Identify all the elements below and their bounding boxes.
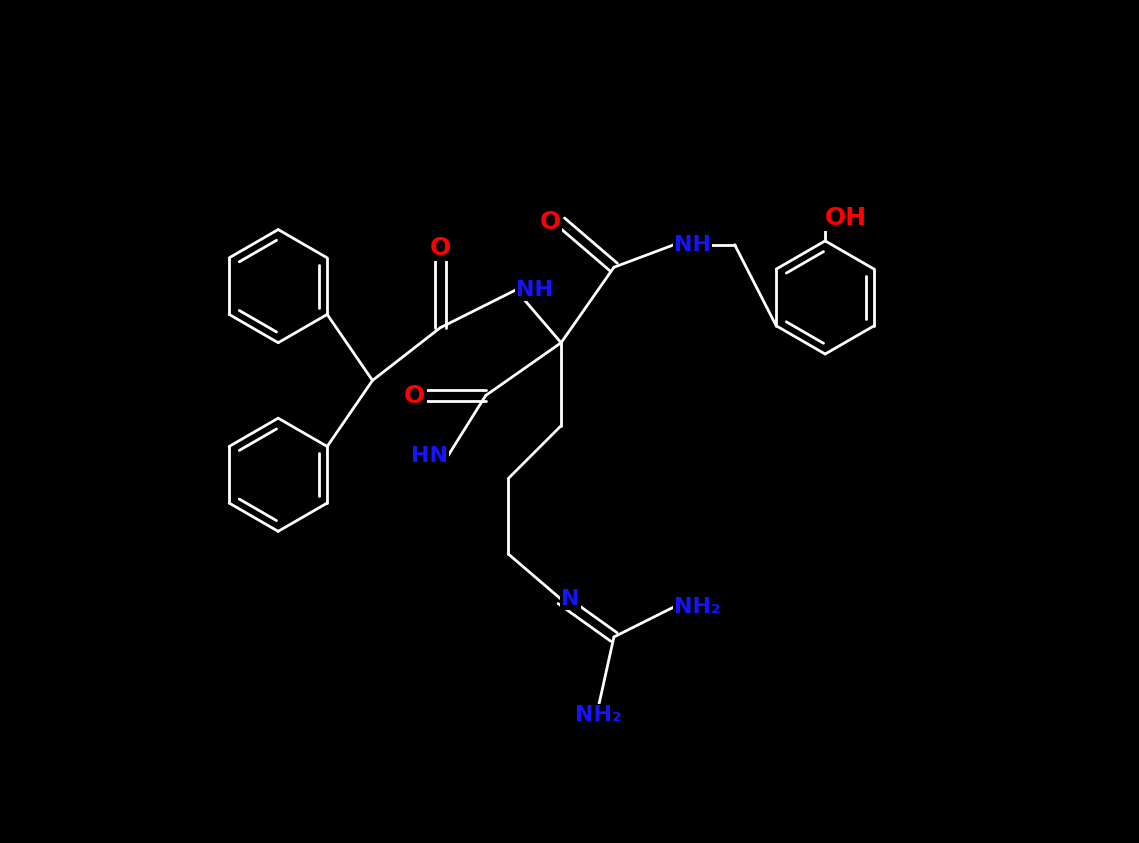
Text: O: O <box>429 236 451 260</box>
Text: O: O <box>540 210 562 234</box>
Text: O: O <box>404 384 425 407</box>
Text: NH₂: NH₂ <box>575 705 622 725</box>
Text: OH: OH <box>825 207 867 230</box>
Text: NH: NH <box>516 280 552 300</box>
Text: N: N <box>562 589 580 609</box>
Text: NH: NH <box>674 234 711 255</box>
Text: NH₂: NH₂ <box>674 597 721 617</box>
Text: HN: HN <box>411 446 448 466</box>
